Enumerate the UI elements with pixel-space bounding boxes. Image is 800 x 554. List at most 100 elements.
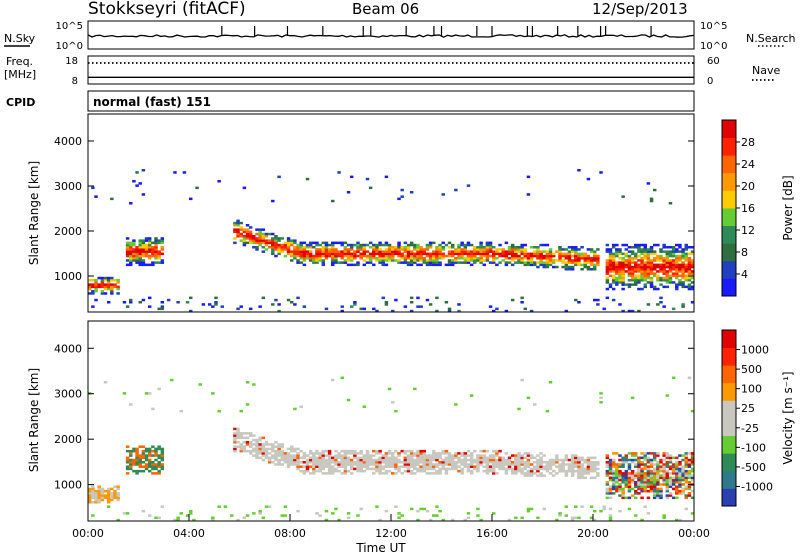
velocity-cell	[359, 458, 363, 462]
velocity-cell	[466, 449, 471, 453]
power-cell	[577, 263, 581, 267]
velocity-cell	[473, 467, 477, 471]
power-cell	[671, 272, 676, 275]
velocity-cell	[416, 456, 420, 460]
power-cell	[643, 254, 647, 258]
velocity-cell	[441, 518, 445, 522]
power-cell	[630, 259, 635, 262]
velocity-cell	[668, 465, 673, 468]
colorbar-cell	[722, 155, 736, 174]
power-cell	[624, 270, 629, 273]
power-cell	[138, 250, 142, 253]
velocity-cell	[586, 469, 591, 473]
velocity-cell	[656, 454, 660, 457]
power-cell	[507, 261, 512, 264]
velocity-cell	[271, 456, 275, 460]
velocity-cell	[492, 469, 496, 473]
power-cell	[482, 246, 486, 249]
velocity-cell	[397, 461, 401, 464]
velocity-cell	[690, 461, 695, 464]
velocity-cell	[526, 452, 531, 455]
power-cell	[671, 246, 676, 249]
velocity-cell	[122, 392, 127, 395]
velocity-cell	[106, 505, 111, 508]
power-cell	[384, 254, 389, 258]
power-cell	[627, 272, 632, 275]
velocity-cell	[444, 458, 449, 462]
power-cell	[267, 246, 272, 249]
power-cell	[659, 279, 663, 282]
velocity-cell	[687, 492, 692, 495]
velocity-cell	[432, 454, 436, 457]
power-cell	[419, 259, 423, 262]
velocity-cell	[668, 481, 673, 484]
power-cell	[125, 248, 130, 251]
velocity-cell	[662, 452, 666, 455]
velocity-cell	[517, 463, 521, 466]
power-cell	[236, 232, 240, 236]
velocity-cell	[368, 463, 373, 466]
power-cell	[457, 243, 461, 247]
velocity-cell	[539, 467, 543, 471]
velocity-cell	[378, 467, 382, 471]
power-cell	[151, 241, 155, 245]
velocity-cell	[245, 381, 250, 384]
power-cell	[315, 261, 319, 264]
power-cell	[378, 261, 382, 264]
power-cell	[533, 246, 537, 249]
velocity-cell	[138, 454, 142, 457]
velocity-cell	[403, 469, 408, 473]
power-cell	[659, 257, 663, 260]
power-cell	[605, 281, 610, 284]
velocity-cell	[656, 461, 660, 464]
power-cell	[343, 259, 348, 262]
velocity-cell	[337, 469, 341, 473]
velocity-cell	[450, 458, 455, 462]
power-cell	[154, 250, 158, 253]
power-cell	[406, 248, 411, 251]
velocity-cell	[495, 463, 499, 466]
velocity-cell	[261, 436, 266, 440]
velocity-cell	[283, 454, 288, 457]
power-cell	[630, 268, 635, 271]
velocity-cell	[545, 465, 550, 468]
velocity-cell	[690, 458, 695, 462]
power-cell	[583, 252, 587, 256]
velocity-cell	[248, 443, 253, 446]
power-cell	[501, 250, 505, 253]
power-cell	[659, 270, 663, 273]
velocity-cell	[533, 403, 537, 406]
velocity-cell	[230, 514, 234, 517]
velocity-cell	[605, 465, 610, 468]
velocity-cell	[138, 463, 142, 466]
time-tick-label: 00:00	[678, 527, 710, 540]
power-cell	[239, 305, 243, 308]
power-cell	[391, 252, 395, 256]
velocity-cell	[504, 463, 509, 466]
velocity-cell	[286, 465, 291, 468]
power-cell	[381, 257, 385, 260]
power-cell	[488, 261, 493, 264]
velocity-cell	[668, 476, 673, 480]
velocity-cell	[189, 509, 193, 513]
power-cell	[425, 259, 430, 262]
power-cell	[359, 257, 363, 260]
velocity-cell	[659, 494, 663, 497]
velocity-cell	[441, 467, 445, 471]
power-cell	[290, 241, 294, 245]
power-cell	[299, 243, 303, 247]
power-cell	[488, 243, 493, 247]
velocity-cell	[157, 456, 161, 460]
power-cell	[141, 239, 146, 242]
velocity-cell	[652, 481, 657, 484]
power-cell	[258, 243, 262, 247]
power-cell	[400, 195, 404, 198]
power-cell	[349, 175, 354, 179]
colorbar-cell	[722, 382, 736, 401]
power-cell	[504, 309, 509, 313]
velocity-cell	[652, 485, 657, 488]
power-cell	[596, 303, 600, 306]
velocity-cell	[444, 456, 449, 460]
power-cell	[463, 250, 468, 253]
velocity-cell	[129, 461, 133, 464]
